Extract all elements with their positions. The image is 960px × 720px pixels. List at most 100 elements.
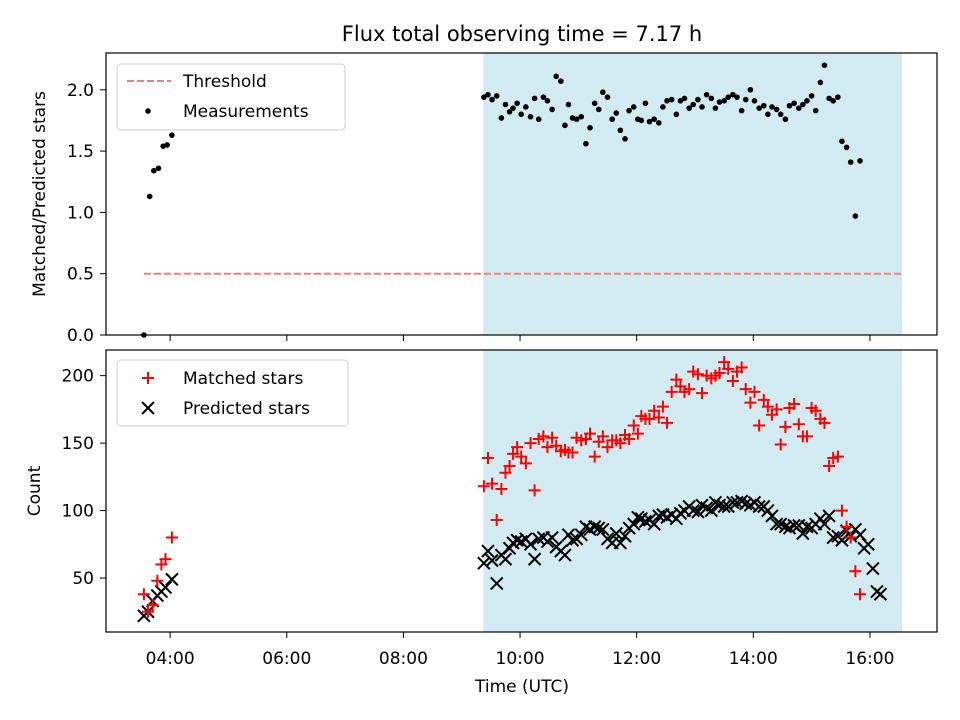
- matched-stars-point: [503, 460, 516, 473]
- measurement-point: [686, 105, 692, 111]
- predicted-stars-point: [861, 537, 875, 552]
- measurement-point: [791, 100, 797, 107]
- matched-stars-point: [800, 430, 813, 443]
- measurement-point: [146, 193, 153, 200]
- matched-stars-point: [495, 482, 508, 495]
- measurement-point: [523, 104, 529, 110]
- measurement-point: [712, 105, 719, 111]
- predicted-stars-point: [477, 556, 491, 570]
- measurement-point: [681, 95, 688, 102]
- matched-stars-point: [546, 431, 559, 444]
- measurement-point: [151, 167, 157, 174]
- matched-stars-point: [499, 466, 512, 479]
- matched-stars-point: [818, 416, 831, 429]
- bottom-panel: 50 100 150 200 04:00 06:00 08:00 10:00 12:00 14:…: [25, 349, 938, 697]
- measurement-point: [738, 107, 745, 114]
- matched-stars-point: [643, 412, 656, 425]
- matched-stars-point: [519, 457, 532, 470]
- top-ytick-label: 0.5: [67, 265, 94, 285]
- measurement-point: [673, 111, 680, 118]
- legend-threshold-label: Threshold: [182, 72, 267, 92]
- measurement-point: [773, 106, 780, 113]
- measurement-point: [664, 98, 670, 104]
- measurement-point: [531, 95, 538, 102]
- predicted-stars-point: [835, 533, 849, 547]
- measurement-point: [535, 116, 542, 123]
- matched-stars-point: [528, 484, 541, 497]
- matched-stars-point: [691, 368, 704, 381]
- predicted-stars-point: [596, 522, 610, 537]
- predicted-stars-point: [481, 544, 495, 558]
- measurement-point: [721, 98, 727, 104]
- matched-stars-point: [631, 427, 644, 440]
- predicted-stars-point: [752, 499, 766, 514]
- measurement-point: [498, 115, 505, 121]
- matched-stars-point: [515, 450, 528, 463]
- measurement-point: [843, 144, 850, 151]
- measurement-point: [826, 95, 832, 102]
- legend-matched-swatch: [142, 372, 154, 384]
- measurement-point: [703, 91, 710, 98]
- measurement-point: [506, 109, 513, 115]
- bottom-xtick-label: 16:00: [845, 649, 894, 669]
- matched-stars-point: [507, 447, 520, 460]
- legend-predicted-marker: [141, 401, 155, 415]
- matched-stars-point: [627, 419, 640, 432]
- measurement-point: [544, 98, 551, 104]
- predicted-stars-point: [769, 517, 784, 531]
- measurement-point: [716, 99, 723, 105]
- matched-stars-point: [722, 362, 735, 375]
- measurement-point: [573, 116, 580, 123]
- matched-stars-point: [601, 441, 614, 454]
- matched-stars-point: [486, 477, 499, 490]
- measurement-point: [595, 106, 602, 113]
- measurement-point: [839, 138, 845, 145]
- matched-stars-point: [137, 588, 150, 601]
- measurement-point: [656, 120, 662, 126]
- legend-predicted-label: Predicted stars: [183, 399, 310, 419]
- measurement-point: [549, 106, 555, 113]
- bottom-xtick-label: 12:00: [612, 649, 661, 669]
- predicted-stars-point: [574, 528, 588, 542]
- predicted-stars-point: [523, 537, 538, 552]
- matched-stars-point: [695, 387, 708, 400]
- predicted-stars-point: [717, 499, 731, 514]
- bottom-ytick-label: 150: [62, 434, 94, 454]
- observing-time-span: [483, 350, 903, 632]
- measurement-point: [742, 96, 749, 103]
- predicted-stars-point: [609, 526, 623, 541]
- matched-stars-point: [524, 437, 537, 450]
- legend-matched-marker: [142, 372, 154, 384]
- predicted-stars-point: [627, 517, 641, 531]
- measurement-point: [514, 100, 520, 107]
- matched-stars-point: [739, 383, 752, 396]
- predicted-stars-point: [704, 503, 719, 518]
- matched-stars-point: [792, 418, 805, 431]
- matched-stars-point: [623, 433, 636, 446]
- legend-predicted-swatch: [141, 401, 155, 415]
- matched-stars-point: [665, 385, 678, 398]
- predicted-stars-point: [527, 552, 542, 566]
- bottom-ytick-label: 100: [62, 502, 94, 522]
- matched-stars-point: [840, 520, 853, 533]
- measurement-point: [510, 105, 516, 111]
- predicted-stars-point: [587, 520, 602, 534]
- measurement-point: [630, 104, 637, 110]
- matched-stars-point: [683, 383, 696, 396]
- measurement-point: [600, 89, 606, 96]
- measurement-point: [562, 122, 568, 129]
- matched-stars-point: [656, 400, 669, 413]
- measurement-point: [835, 94, 841, 100]
- measurement-point: [777, 111, 784, 118]
- measurement-point: [852, 213, 859, 219]
- measurement-point: [583, 140, 589, 147]
- matched-stars-point: [652, 411, 665, 424]
- matched-stars-point: [596, 430, 609, 443]
- measurement-point: [660, 104, 666, 110]
- matched-stars-point: [660, 416, 673, 429]
- measurement-point: [622, 136, 628, 142]
- predicted-stars-point: [691, 505, 705, 519]
- legend-matched-label: Matched stars: [183, 369, 303, 389]
- measurement-point: [587, 124, 593, 131]
- measurement-point: [734, 94, 740, 100]
